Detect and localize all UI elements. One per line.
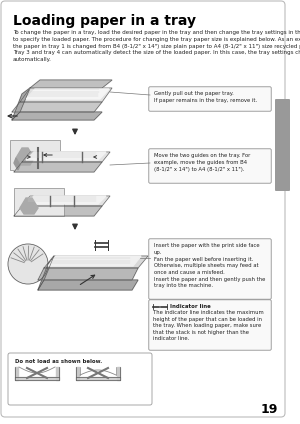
Polygon shape xyxy=(26,89,109,99)
FancyBboxPatch shape xyxy=(149,149,271,183)
FancyBboxPatch shape xyxy=(14,188,64,216)
FancyBboxPatch shape xyxy=(149,239,271,299)
Text: Insert the paper with the print side face
up.
Fan the paper well before insertin: Insert the paper with the print side fac… xyxy=(154,243,265,288)
Polygon shape xyxy=(14,158,20,170)
Text: Do not load as shown below.: Do not load as shown below. xyxy=(15,359,102,364)
Polygon shape xyxy=(15,367,18,380)
Polygon shape xyxy=(30,80,112,88)
Polygon shape xyxy=(22,196,110,206)
Polygon shape xyxy=(76,367,79,380)
Polygon shape xyxy=(26,152,106,160)
Text: The indicator line indicates the maximum
height of the paper that can be loaded : The indicator line indicates the maximum… xyxy=(153,310,264,341)
Polygon shape xyxy=(15,377,59,380)
Text: Loading paper in a tray: Loading paper in a tray xyxy=(13,14,196,28)
FancyBboxPatch shape xyxy=(10,140,60,170)
Polygon shape xyxy=(117,367,120,380)
Text: 19: 19 xyxy=(261,403,278,416)
Polygon shape xyxy=(44,256,148,268)
Polygon shape xyxy=(16,148,34,165)
FancyBboxPatch shape xyxy=(275,99,290,191)
Text: Move the two guides on the tray. For
example, move the guides from B4
(8-1/2" x : Move the two guides on the tray. For exa… xyxy=(154,153,250,172)
FancyBboxPatch shape xyxy=(1,1,285,417)
Polygon shape xyxy=(12,102,102,112)
Polygon shape xyxy=(14,206,102,216)
Polygon shape xyxy=(56,367,59,380)
Circle shape xyxy=(8,244,48,284)
Polygon shape xyxy=(12,112,102,120)
Text: Gently pull out the paper tray.
If paper remains in the tray, remove it.: Gently pull out the paper tray. If paper… xyxy=(154,92,256,103)
Polygon shape xyxy=(38,280,138,290)
Polygon shape xyxy=(20,88,112,102)
Polygon shape xyxy=(38,268,138,280)
Polygon shape xyxy=(26,196,106,204)
Polygon shape xyxy=(14,162,102,172)
Text: Indicator line: Indicator line xyxy=(170,304,211,309)
Polygon shape xyxy=(12,88,30,120)
FancyBboxPatch shape xyxy=(149,87,271,111)
FancyBboxPatch shape xyxy=(8,353,152,405)
Text: To change the paper in a tray, load the desired paper in the tray and then chang: To change the paper in a tray, load the … xyxy=(13,30,300,62)
Polygon shape xyxy=(76,377,120,380)
Polygon shape xyxy=(22,152,110,162)
Polygon shape xyxy=(38,256,54,290)
FancyBboxPatch shape xyxy=(149,300,271,350)
Polygon shape xyxy=(20,198,38,214)
Polygon shape xyxy=(48,256,141,266)
